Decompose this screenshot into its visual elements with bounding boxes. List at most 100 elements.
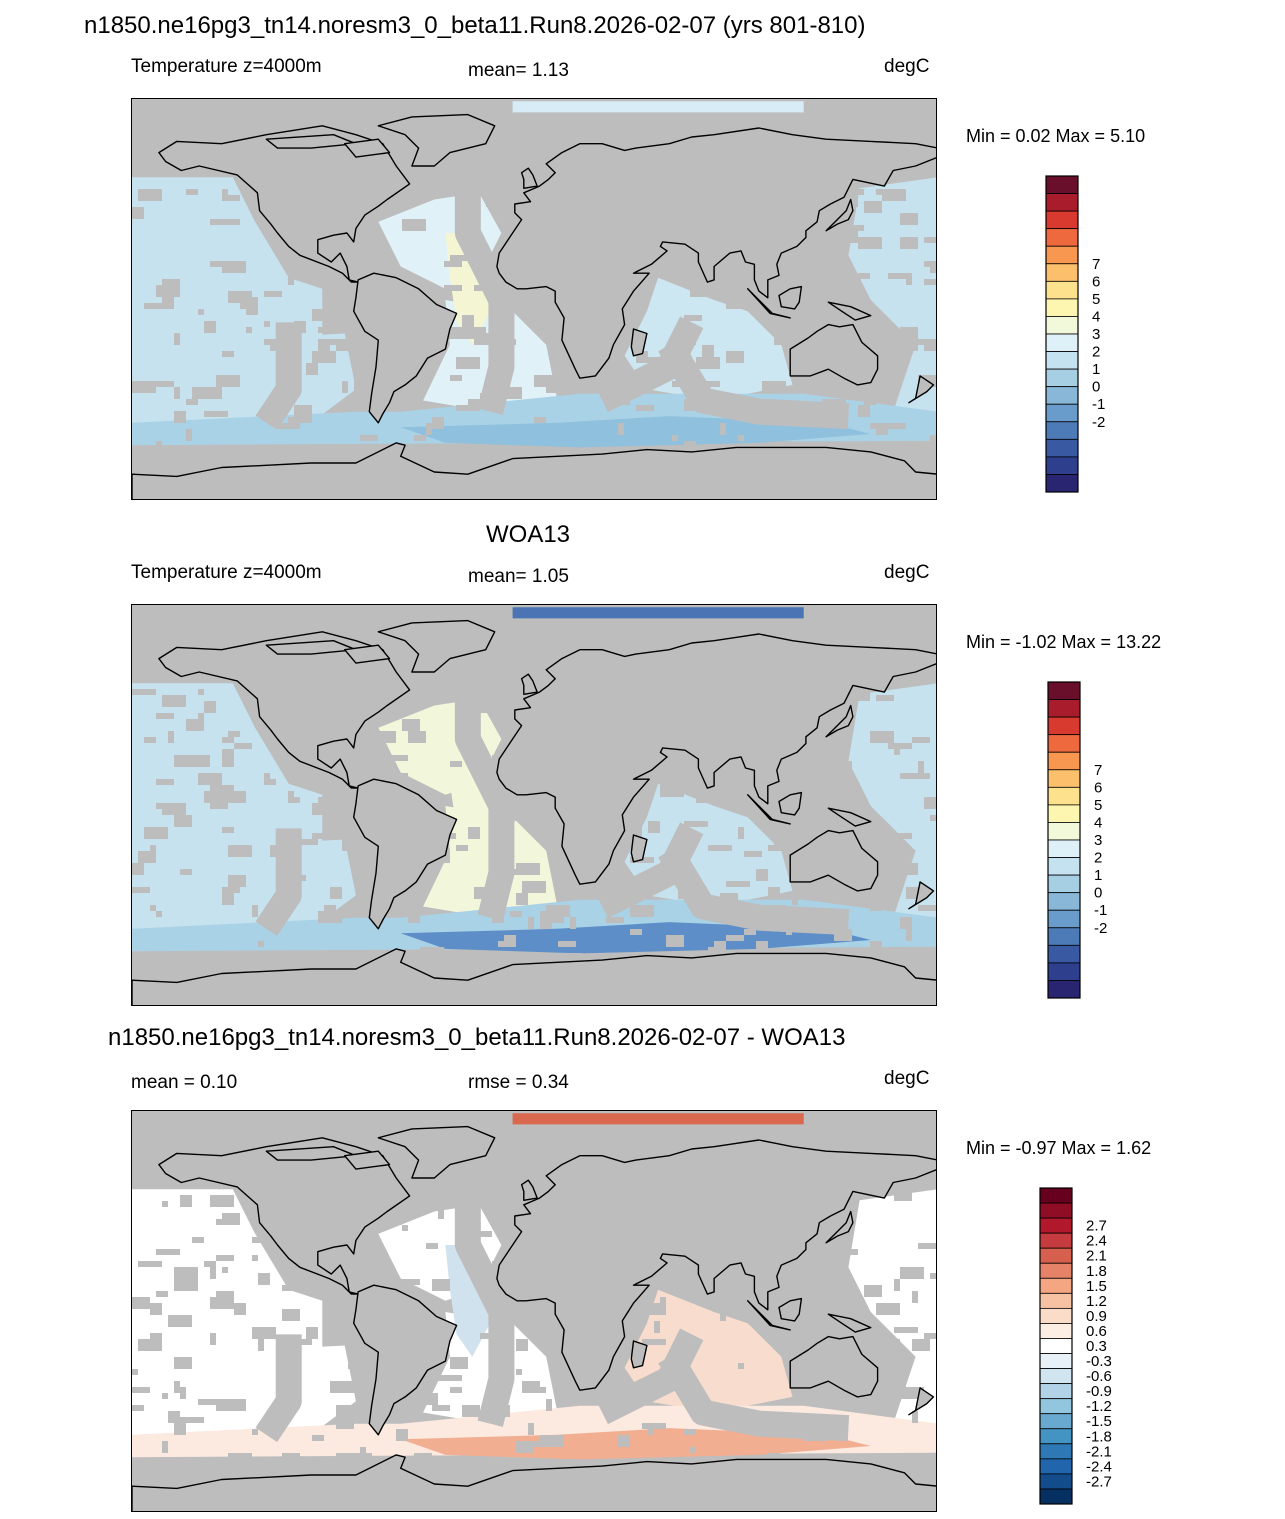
mid-ocean-ridge (255, 828, 302, 937)
colorbar-swatch (1039, 1202, 1073, 1219)
colorbar-tick-label: -0.9 (1086, 1383, 1112, 1400)
colorbar-tick-label: 7 (1092, 256, 1100, 273)
coastline-japan (825, 704, 854, 738)
coastline-greenland (377, 1125, 496, 1179)
colorbar-frame (1039, 1187, 1073, 1505)
ocean-field-pacific-north-west (132, 177, 323, 345)
colorbar-tick-label: -2.4 (1086, 1458, 1112, 1475)
colorbar-swatch (1045, 386, 1079, 405)
panel-3-minmax: Min = -0.97 Max = 1.62 (966, 1138, 1152, 1158)
colorbar-tick-label: 1.5 (1086, 1278, 1107, 1295)
colorbar-tick-label: 0 (1092, 379, 1100, 396)
colorbar-tick-label: 2 (1094, 850, 1102, 867)
panel-2-units-label: degC (884, 562, 930, 583)
colorbar-swatch (1047, 804, 1081, 823)
colorbar-tick-label: -2 (1092, 414, 1105, 431)
colorbar-swatch (1045, 368, 1079, 388)
coastline-nzealand (908, 881, 935, 910)
colorbar-swatch (1047, 909, 1081, 929)
coastline-newGuinea (827, 301, 872, 321)
colorbar-swatch (1039, 1368, 1073, 1385)
panel-1-units-label: degC (884, 56, 930, 77)
colorbar-tick-label: -1 (1092, 396, 1105, 413)
colorbar-swatch (1047, 874, 1081, 894)
mid-ocean-ridge (596, 316, 704, 413)
colorbar-swatch (1045, 210, 1079, 230)
mid-ocean-ridge (454, 166, 515, 415)
coastline-newGuinea (827, 807, 872, 827)
colorbar-tick-label: 0.3 (1086, 1338, 1107, 1355)
colorbar-swatch (1045, 438, 1079, 458)
colorbar-swatch (1039, 1488, 1073, 1505)
coastline-britain (520, 167, 538, 189)
panel-2-mean-label: mean= 1.05 (468, 566, 569, 587)
colorbar-tick-label: 5 (1094, 797, 1102, 814)
colorbar-tick-label: 5 (1092, 291, 1100, 308)
mid-ocean-ridge (454, 1178, 515, 1427)
mid-ocean-ridge (454, 672, 515, 921)
colorbar-swatch (1047, 734, 1081, 753)
coastline-indonesia2 (778, 285, 803, 310)
coastline-africaEurasia (496, 633, 936, 885)
coastline-nzealand (908, 375, 935, 404)
colorbar-tick-label: -2.1 (1086, 1443, 1112, 1460)
colorbar-swatch (1039, 1398, 1073, 1415)
panel-2-heading: WOA13 (486, 521, 571, 548)
colorbar-swatch (1039, 1383, 1073, 1400)
colorbar-swatch (1039, 1292, 1073, 1309)
colorbar-swatch (1045, 403, 1079, 423)
coastline-greenland (377, 619, 496, 673)
coastline-australia (789, 323, 879, 386)
coastline-baffin (344, 138, 391, 158)
colorbar-swatch (1047, 927, 1081, 946)
colorbar-swatch (1047, 769, 1081, 788)
colorbar-tick-label: -2 (1094, 920, 1107, 937)
coastline-antarctica (132, 948, 936, 1005)
colorbar-tick-label: 2.1 (1086, 1248, 1107, 1265)
coastline-baffin (344, 1150, 391, 1170)
colorbar-swatch (1039, 1187, 1073, 1204)
colorbar-swatch (1045, 333, 1079, 352)
coastline-arcticIslands (265, 640, 357, 655)
colorbar-tick-label: 1 (1094, 867, 1102, 884)
colorbar-swatch (1045, 421, 1079, 440)
colorbar-swatch (1039, 1458, 1073, 1475)
colorbar-swatch (1039, 1428, 1073, 1445)
colorbar-swatch (1039, 1323, 1073, 1339)
coastline-southAmerica (353, 1284, 458, 1436)
colorbar-swatch (1039, 1217, 1073, 1234)
coastline-japan (825, 1210, 854, 1244)
colorbar-tick-label: 1.8 (1086, 1263, 1107, 1280)
mid-ocean-ridge (255, 1334, 302, 1443)
colorbar-swatch (1045, 456, 1079, 475)
mid-ocean-ridge (255, 322, 302, 431)
coastline-indonesia1 (747, 794, 791, 825)
coastline-britain (520, 673, 538, 695)
panel-3-colorbar: 2.72.42.11.81.51.20.90.60.3-0.3-0.6-0.9-… (1039, 1187, 1112, 1505)
coastline-antarctica (132, 442, 936, 499)
colorbar-swatch (1039, 1473, 1073, 1490)
coastline-britain (520, 1179, 538, 1201)
colorbar-swatch (1039, 1413, 1073, 1430)
colorbar-tick-label: 0 (1094, 885, 1102, 902)
panel-3-rmse-label: rmse = 0.34 (468, 1072, 569, 1093)
colorbar-tick-label: -1.2 (1086, 1398, 1112, 1415)
colorbar-swatch (1047, 786, 1081, 806)
colorbar-tick-label: 0.6 (1086, 1323, 1107, 1340)
coastline-baffin (344, 644, 391, 664)
colorbar-swatch (1045, 280, 1079, 300)
colorbar-swatch (1047, 699, 1081, 718)
colorbar-swatch (1047, 681, 1081, 700)
colorbar-swatch (1039, 1232, 1073, 1249)
panel-1-variable-label: Temperature z=4000m (131, 56, 322, 77)
panel-3-mean-label: mean = 0.10 (131, 1072, 238, 1093)
figure-title: n1850.ne16pg3_tn14.noresm3_0_beta11.Run8… (84, 12, 866, 39)
coastline-greenland (377, 113, 496, 167)
colorbar-tick-label: -2.7 (1086, 1473, 1112, 1490)
ocean-field-arctic-band (512, 607, 804, 619)
colorbar-tick-label: 4 (1094, 814, 1102, 831)
coastline-australia (789, 1335, 879, 1398)
